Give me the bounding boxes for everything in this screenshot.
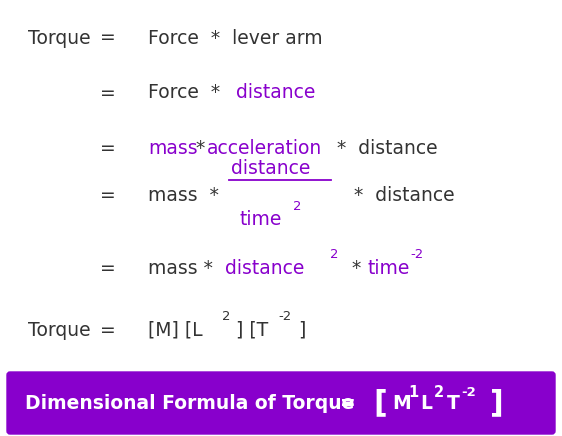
Text: distance: distance bbox=[231, 159, 310, 178]
Text: ]: ] bbox=[298, 320, 305, 340]
Text: 1: 1 bbox=[408, 385, 418, 399]
Text: Torque: Torque bbox=[28, 28, 90, 48]
Text: =: = bbox=[100, 139, 116, 157]
Text: distance: distance bbox=[236, 84, 315, 102]
Text: 2: 2 bbox=[434, 385, 444, 399]
Text: =: = bbox=[100, 84, 116, 102]
Text: ]: ] bbox=[490, 388, 504, 418]
FancyBboxPatch shape bbox=[7, 372, 555, 434]
Text: distance: distance bbox=[225, 259, 305, 277]
Text: *: * bbox=[340, 259, 367, 277]
Text: mass: mass bbox=[148, 139, 198, 157]
Text: -2: -2 bbox=[278, 310, 291, 323]
Text: -2: -2 bbox=[461, 385, 476, 399]
Text: =: = bbox=[100, 259, 116, 277]
Text: =: = bbox=[100, 320, 116, 340]
Text: Force  *: Force * bbox=[148, 84, 226, 102]
Text: *  distance: * distance bbox=[342, 185, 455, 204]
Text: 2: 2 bbox=[293, 200, 301, 213]
Text: L: L bbox=[420, 394, 432, 412]
Text: ] [T: ] [T bbox=[230, 320, 268, 340]
Text: [: [ bbox=[373, 388, 387, 418]
Text: mass *: mass * bbox=[148, 259, 219, 277]
Text: 2: 2 bbox=[330, 248, 338, 260]
Text: 2: 2 bbox=[222, 310, 230, 323]
Text: =: = bbox=[100, 28, 116, 48]
Text: acceleration: acceleration bbox=[207, 139, 322, 157]
Text: *: * bbox=[190, 139, 211, 157]
Text: -2: -2 bbox=[410, 248, 423, 260]
Text: Dimensional Formula of Torque: Dimensional Formula of Torque bbox=[25, 394, 355, 412]
Text: time: time bbox=[239, 210, 282, 229]
Text: Force  *  lever arm: Force * lever arm bbox=[148, 28, 323, 48]
Text: Torque: Torque bbox=[28, 320, 90, 340]
Text: M: M bbox=[392, 394, 411, 412]
Text: =: = bbox=[340, 394, 356, 412]
Text: mass  *: mass * bbox=[148, 185, 225, 204]
Text: =: = bbox=[100, 185, 116, 204]
Text: T: T bbox=[447, 394, 460, 412]
Text: *  distance: * distance bbox=[325, 139, 438, 157]
Text: [M] [L: [M] [L bbox=[148, 320, 203, 340]
Text: time: time bbox=[368, 259, 410, 277]
